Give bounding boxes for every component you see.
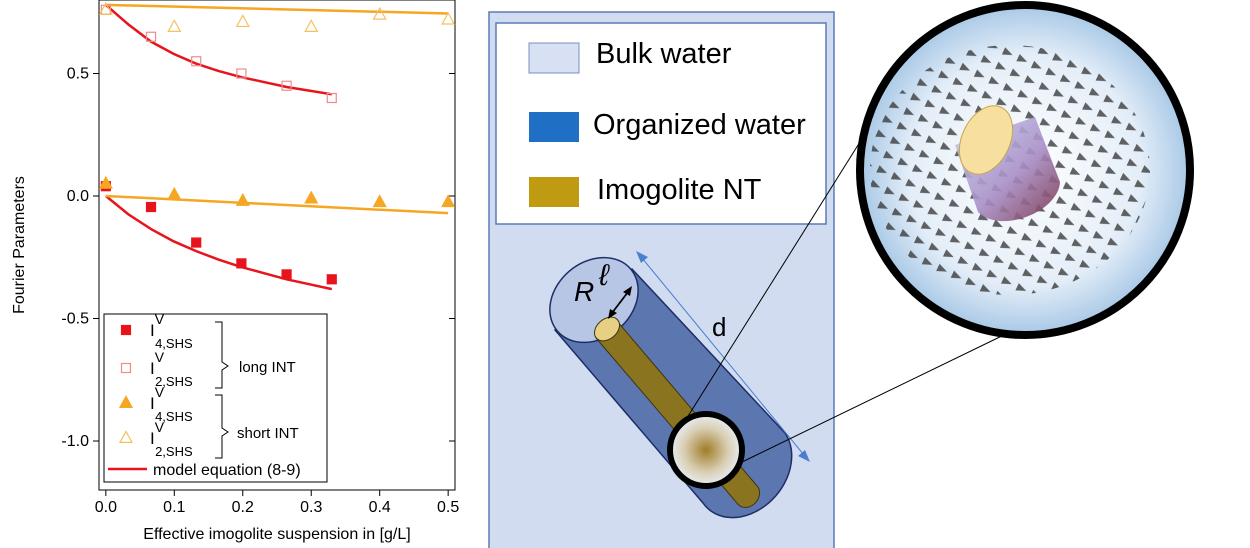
legend-marker — [120, 362, 132, 374]
legend-label-bulk-water: Bulk water — [596, 38, 732, 70]
model-curve — [105, 195, 333, 291]
data-point — [372, 194, 387, 208]
zoom-spot — [667, 411, 745, 489]
model-curve — [105, 194, 449, 215]
imogolite-swatch — [529, 177, 579, 207]
zoom-circle-border — [856, 1, 1194, 339]
radius-label: R — [574, 276, 594, 307]
legend-series-label: IV 2,SHS — [150, 349, 193, 389]
legend-line-label: model equation (8-9) — [153, 462, 301, 479]
legend-brace-long — [215, 321, 229, 389]
data-point — [98, 1, 113, 15]
nanotube-cylinder — [549, 256, 793, 519]
data-point — [441, 11, 456, 25]
legend-series-label: IV 4,SHS — [150, 311, 193, 351]
data-point — [236, 68, 247, 79]
inner-tube-cap — [593, 316, 621, 342]
y-tick-label: -0.5 — [61, 311, 89, 328]
zoom-connector-top — [684, 109, 881, 422]
data-point — [236, 258, 247, 269]
legend-series-label: IV 4,SHS — [150, 384, 193, 424]
x-tick-label: 0.2 — [232, 499, 254, 516]
distance-label: d — [712, 312, 726, 342]
legend-marker — [118, 430, 134, 443]
legend-brace-short — [215, 394, 229, 459]
data-point — [281, 80, 292, 91]
data-point — [304, 19, 319, 32]
data-point — [191, 56, 202, 67]
legend-marker — [118, 395, 134, 408]
y-tick-label: -1.0 — [61, 433, 89, 450]
zoom-cylinder-cap — [958, 105, 1014, 175]
data-point — [372, 6, 387, 20]
data-point — [167, 186, 182, 200]
chart: 0.0 0.1 0.2 0.3 0.4 0.5 0.5 0.0 -0.5 -1.0 Fourier… — [11, 0, 459, 543]
zoom-connector-bottom — [737, 331, 1011, 465]
x-tick-label: 0.4 — [369, 499, 391, 516]
bulk-water-swatch — [528, 42, 580, 74]
x-tick-label: 0.3 — [300, 499, 322, 516]
x-tick-label: 0.5 — [437, 499, 459, 516]
y-tick-label: 0.0 — [67, 188, 89, 205]
data-point — [281, 269, 292, 280]
data-point — [326, 274, 337, 285]
thickness-label: ℓ — [598, 259, 610, 292]
organized-water-swatch — [529, 112, 579, 142]
schematic-panel: R ℓ d — [488, 11, 835, 548]
legend-series-label: IV 2,SHS — [150, 419, 193, 459]
model-curve — [105, 3, 332, 96]
legend-label-imogolite: Imogolite NT — [597, 174, 762, 206]
legend-group-long: long INT — [239, 359, 296, 376]
y-axis-label: Fourier Parameters — [11, 176, 28, 314]
legend-frame — [103, 313, 328, 483]
legend-label-organized-water: Organized water — [593, 109, 806, 141]
x-tick-label: 0.0 — [95, 499, 117, 516]
zoom-view — [684, 1, 1194, 465]
data-point — [326, 92, 337, 104]
legend-marker — [120, 324, 132, 336]
data-point — [98, 175, 113, 189]
thickness-arrow — [608, 286, 632, 319]
data-point — [304, 190, 319, 204]
data-point — [145, 31, 157, 42]
model-curve — [105, 3, 449, 15]
data-point — [191, 237, 202, 248]
legend-group-short: short INT — [237, 425, 299, 442]
plot-frame — [98, 0, 456, 491]
y-tick-label: 0.5 — [67, 66, 89, 83]
data-point — [235, 193, 250, 206]
data-point — [441, 194, 456, 208]
data-point — [167, 19, 182, 32]
data-point — [235, 14, 250, 28]
x-axis-label: Effective imogolite suspension in [g/L] — [143, 526, 410, 543]
data-point — [145, 201, 157, 213]
x-tick-label: 0.1 — [163, 499, 185, 516]
dimension-d-arrow — [636, 251, 810, 462]
